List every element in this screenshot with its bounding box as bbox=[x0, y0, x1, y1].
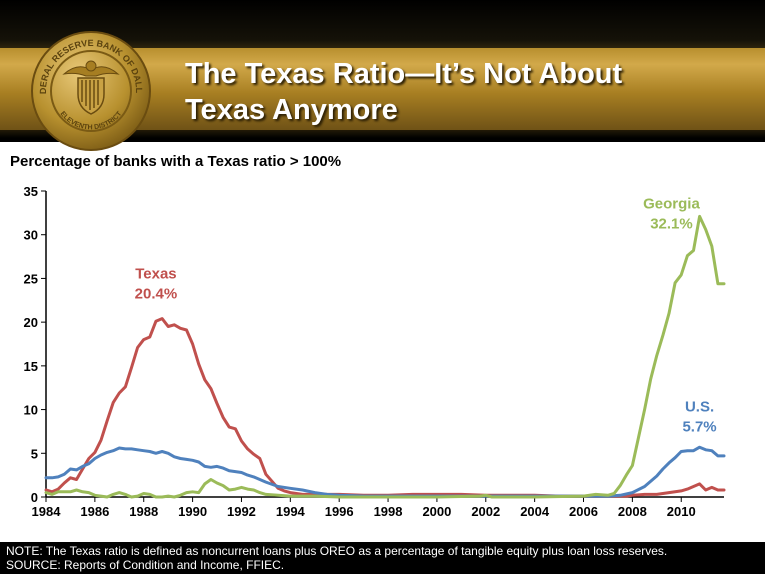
annotation-value-texas: 20.4% bbox=[135, 285, 178, 302]
y-tick-label: 35 bbox=[24, 184, 38, 199]
footer-note: NOTE: The Texas ratio is defined as nonc… bbox=[6, 544, 668, 558]
title-line-1: The Texas Ratio—It’s Not About bbox=[185, 58, 623, 90]
chart-title: Percentage of banks with a Texas ratio >… bbox=[10, 153, 342, 170]
series-line-georgia bbox=[44, 214, 726, 499]
annotation-name-u-s: U.S. bbox=[685, 398, 714, 415]
x-tick-label: 1994 bbox=[276, 504, 306, 519]
series-line-u-s bbox=[44, 445, 726, 498]
annotation-name-texas: Texas bbox=[135, 265, 176, 282]
x-tick-label: 1996 bbox=[325, 504, 354, 519]
y-tick-label: 20 bbox=[24, 315, 38, 330]
x-tick-label: 2002 bbox=[471, 504, 500, 519]
x-tick-label: 1998 bbox=[374, 504, 403, 519]
y-tick-label: 10 bbox=[24, 403, 38, 418]
x-tick-label: 1986 bbox=[80, 504, 109, 519]
y-tick-label: 5 bbox=[31, 446, 38, 461]
x-tick-label: 2000 bbox=[422, 504, 451, 519]
x-tick-label: 2004 bbox=[520, 504, 550, 519]
annotation-value-georgia: 32.1% bbox=[650, 215, 693, 232]
x-tick-label: 1984 bbox=[32, 504, 62, 519]
y-tick-label: 30 bbox=[24, 228, 38, 243]
annotation-value-u-s: 5.7% bbox=[682, 418, 716, 435]
x-tick-label: 1992 bbox=[227, 504, 256, 519]
annotation-name-georgia: Georgia bbox=[643, 195, 700, 212]
texas-ratio-line-chart: 0 5 10 15 20 25 30 35 1984 1986 1988 1990 1992 1994 19… bbox=[24, 184, 726, 519]
x-tick-label: 2010 bbox=[667, 504, 696, 519]
footer-notes: NOTE: The Texas ratio is defined as nonc… bbox=[0, 542, 765, 574]
footer-source: SOURCE: Reports of Condition and Income,… bbox=[6, 558, 285, 572]
x-tick-label: 2008 bbox=[618, 504, 647, 519]
y-tick-label: 25 bbox=[24, 271, 38, 286]
page-title: The Texas Ratio—It’s Not About Texas Any… bbox=[185, 56, 745, 128]
x-tick-label: 1988 bbox=[129, 504, 158, 519]
title-line-2: Texas Anymore bbox=[185, 94, 398, 126]
x-tick-label: 1990 bbox=[178, 504, 207, 519]
y-tick-label: 15 bbox=[24, 359, 38, 374]
x-tick-label: 2006 bbox=[569, 504, 598, 519]
y-tick-label: 0 bbox=[31, 490, 38, 505]
federal-reserve-seal-icon: FEDERAL RESERVE BANK OF DALLAS ELEVENTH … bbox=[30, 30, 151, 151]
series-line-texas bbox=[44, 317, 726, 498]
